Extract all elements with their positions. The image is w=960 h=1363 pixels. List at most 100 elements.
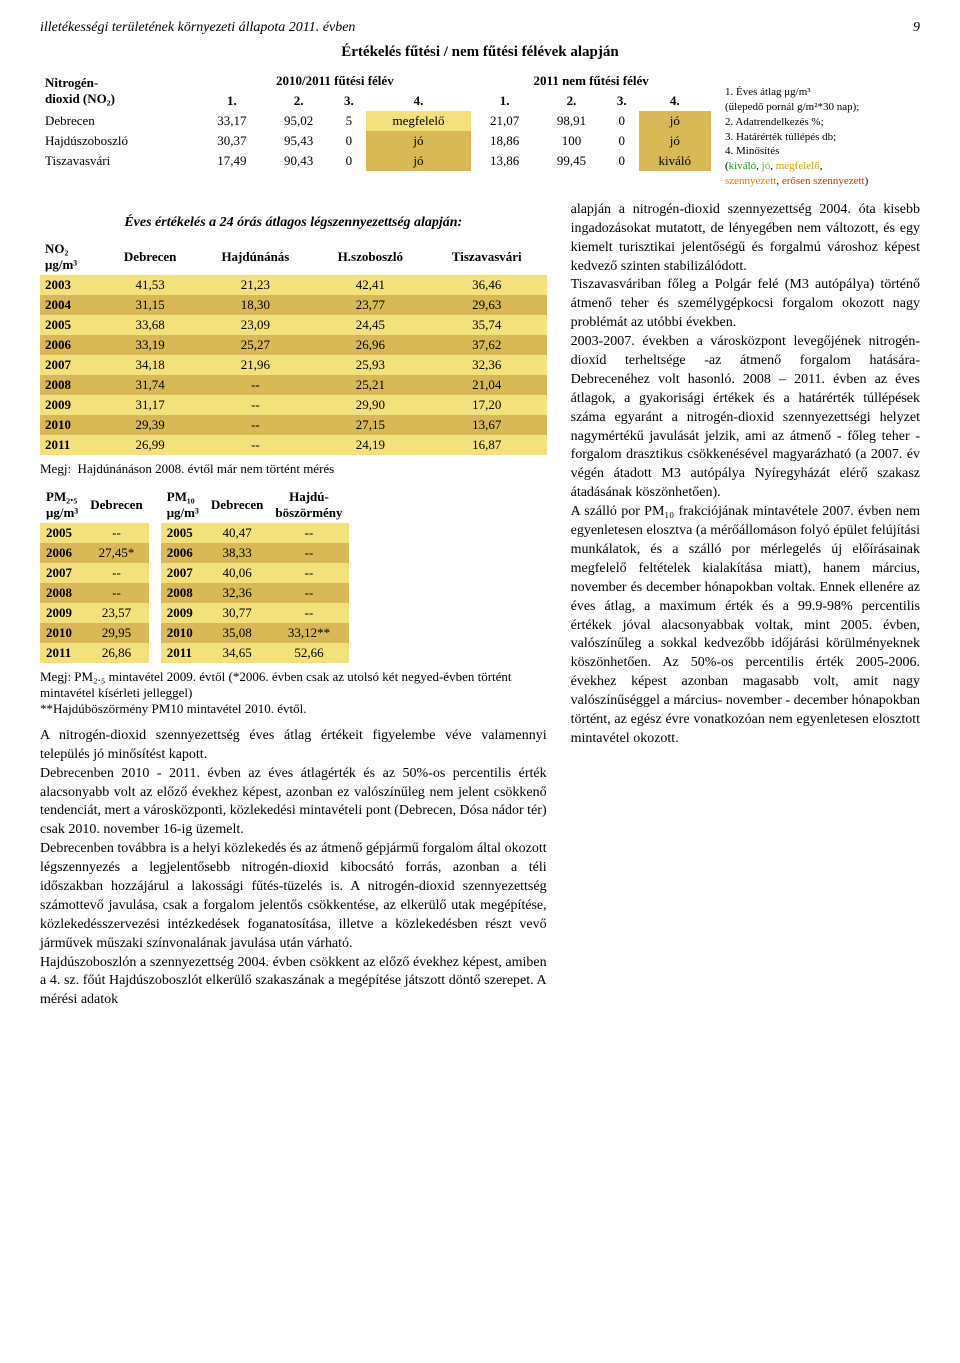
cell: 13,86	[471, 151, 538, 171]
paragraph: alapján a nitrogén-dioxid szennyezettség…	[571, 201, 920, 277]
cell: --	[269, 583, 348, 603]
table-row: 201029,95	[40, 623, 149, 643]
pm10-h0b: μg/m³	[167, 505, 199, 520]
table-row: 201126,86	[40, 643, 149, 663]
pm10-h2b: böszörmény	[275, 505, 342, 520]
cell-year: 2010	[40, 415, 103, 435]
table-row: 201035,0833,12**	[161, 623, 349, 643]
cell: 31,17	[103, 395, 197, 415]
cell: 24,19	[314, 435, 427, 455]
cell: 35,74	[427, 315, 547, 335]
cell: 5	[332, 111, 366, 131]
paragraph: 2003-2007. években a városközpont levegő…	[571, 333, 920, 503]
table-row: 201126,99--24,1916,87	[40, 435, 547, 455]
table-row: 200638,33--	[161, 543, 349, 563]
t2-h2: Hajdúnánás	[197, 239, 314, 275]
cell: 0	[332, 151, 366, 171]
pm10-h0: PM₁₀ μg/m³	[161, 487, 205, 523]
t1-c2: 2.	[265, 91, 332, 111]
table-row: Hajdúszoboszló30,3795,430jó18,861000jó	[40, 131, 711, 151]
cell: 30,77	[205, 603, 269, 623]
cell: 18,86	[471, 131, 538, 151]
legend-jo: jó	[762, 160, 771, 172]
legend-megfelelo: megfelelő	[776, 160, 820, 172]
cell: 34,65	[205, 643, 269, 663]
legend-szennyezett: szennyezett	[725, 175, 776, 187]
t1-c7: 3.	[605, 91, 639, 111]
cell-year: 2011	[40, 435, 103, 455]
note-1: Megj: Hajdúnánáson 2008. évtől már nem t…	[40, 461, 547, 477]
note-2b: **Hajdúböszörmény PM10 mintavétel 2010. …	[40, 701, 306, 716]
note-2: Megj: PM₂.₅ mintavétel 2009. évtől (*200…	[40, 669, 547, 717]
header-text: illetékességi területének környezeti áll…	[40, 20, 355, 36]
cell: --	[269, 543, 348, 563]
cell: 0	[605, 131, 639, 151]
table-heating-halves: Nitrogén- dioxid (NO₂) 2010/2011 fűtési …	[40, 71, 711, 171]
cell: 52,66	[269, 643, 348, 663]
pm25-h1: Debrecen	[84, 487, 148, 523]
cell: --	[197, 415, 314, 435]
cell: 37,62	[427, 335, 547, 355]
cell: 33,12**	[269, 623, 348, 643]
cell: 100	[538, 131, 605, 151]
t2-h4: Tiszavasvári	[427, 239, 547, 275]
cell: --	[269, 523, 348, 543]
cell: 21,23	[197, 275, 314, 295]
table-row: 200832,36--	[161, 583, 349, 603]
table1-wrap: Nitrogén- dioxid (NO₂) 2010/2011 fűtési …	[40, 71, 711, 189]
cell: 23,77	[314, 295, 427, 315]
cell: 0	[332, 131, 366, 151]
paragraph: A nitrogén-dioxid szennyezettség éves át…	[40, 727, 547, 765]
cell: 26,86	[84, 643, 148, 663]
table-row: 200734,1821,9625,9332,36	[40, 355, 547, 375]
cell: 29,95	[84, 623, 148, 643]
table-row: 2005--	[40, 523, 149, 543]
table-pm25: PM₂.₅ μg/m³ Debrecen 2005--200627,45*200…	[40, 487, 149, 663]
cell-year: 2007	[40, 563, 84, 583]
cell: --	[197, 435, 314, 455]
cell-year: 2008	[161, 583, 205, 603]
t1-c1: 1.	[198, 91, 265, 111]
note-2a: Megj: PM₂.₅ mintavétel 2009. évtől (*200…	[40, 669, 512, 700]
cell: Debrecen	[40, 111, 198, 131]
cell: --	[197, 375, 314, 395]
t1-c5: 1.	[471, 91, 538, 111]
left-body-text: A nitrogén-dioxid szennyezettség éves át…	[40, 727, 547, 1010]
cell-year: 2010	[40, 623, 84, 643]
table-row: 200540,47--	[161, 523, 349, 543]
cell: 13,67	[427, 415, 547, 435]
t1-c8: 4.	[639, 91, 711, 111]
cell: 30,37	[198, 131, 265, 151]
legend: 1. Éves átlag μg/m³ (ülepedő pornál g/m²…	[725, 71, 920, 189]
cell: 98,91	[538, 111, 605, 131]
cell: --	[84, 523, 148, 543]
legend-line: 1. Éves átlag μg/m³	[725, 85, 920, 100]
table-row: Tiszavasvári17,4990,430jó13,8699,450kivá…	[40, 151, 711, 171]
paragraph: Tiszavasváriban főleg a Polgár felé (M3 …	[571, 276, 920, 333]
cell-year: 2007	[161, 563, 205, 583]
cell: 36,46	[427, 275, 547, 295]
cell: 35,08	[205, 623, 269, 643]
cell-year: 2008	[40, 375, 103, 395]
legend-erosen: erősen szennyezett	[782, 175, 865, 187]
cell: 95,43	[265, 131, 332, 151]
table-annual-no2: NO₂ μg/m³ Debrecen Hajdúnánás H.szoboszl…	[40, 239, 547, 455]
left-column: Éves értékelés a 24 órás átlagos légszen…	[40, 201, 547, 1010]
cell: 21,07	[471, 111, 538, 131]
cell: 23,57	[84, 603, 148, 623]
cell: Tiszavasvári	[40, 151, 198, 171]
cell-year: 2003	[40, 275, 103, 295]
t1-c3: 3.	[332, 91, 366, 111]
t2-h0: NO₂ μg/m³	[40, 239, 103, 275]
paragraph: A szálló por PM₁₀ frakciójának mintavéte…	[571, 503, 920, 749]
t1-rowhead: Nitrogén- dioxid (NO₂)	[40, 71, 198, 111]
t2-h3: H.szoboszló	[314, 239, 427, 275]
cell: 42,41	[314, 275, 427, 295]
cell: 0	[605, 151, 639, 171]
running-header: illetékességi területének környezeti áll…	[40, 20, 920, 36]
table-row: 200930,77--	[161, 603, 349, 623]
two-columns: Éves értékelés a 24 órás átlagos légszen…	[40, 201, 920, 1010]
cell: 29,90	[314, 395, 427, 415]
cell: 31,15	[103, 295, 197, 315]
legend-colors: (kiváló, jó, megfelelő, szennyezett, erő…	[725, 159, 920, 189]
